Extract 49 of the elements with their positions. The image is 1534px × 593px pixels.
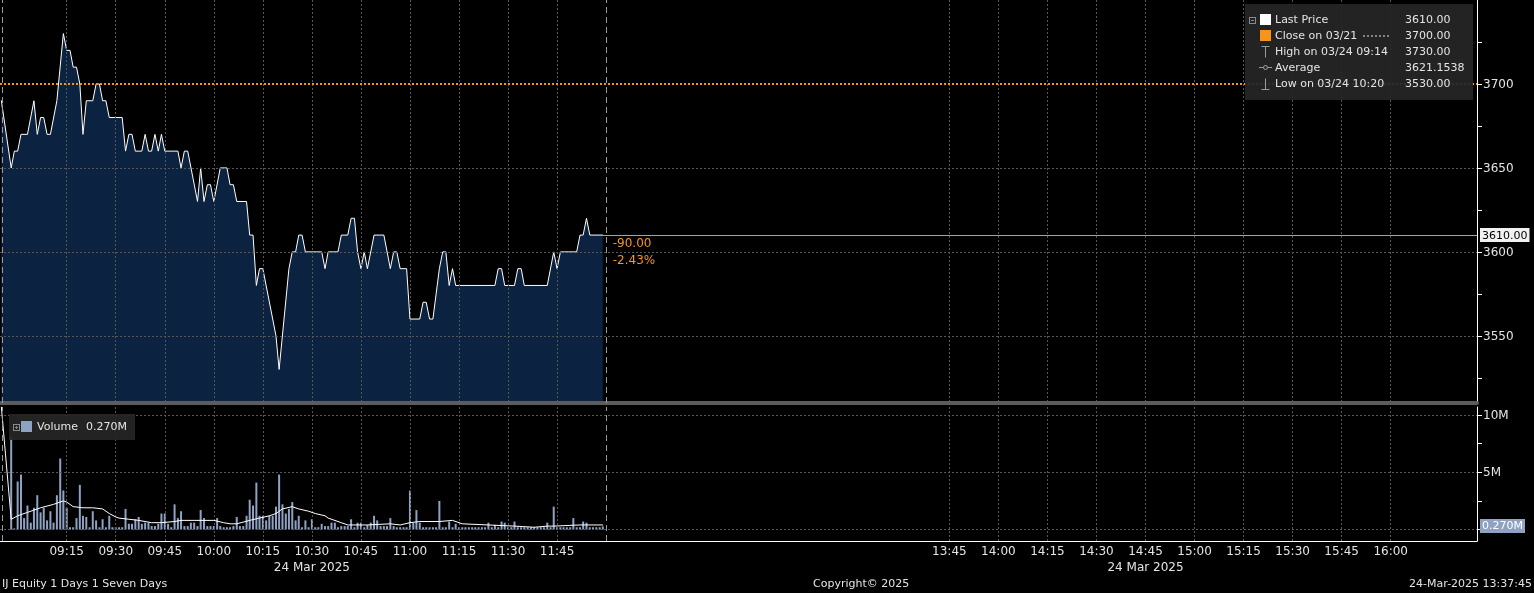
text: Copyright© 2025	[813, 577, 910, 591]
ref-line-label: 3610.00	[1482, 228, 1528, 242]
annotation: 3530.00	[1405, 77, 1451, 91]
x-tick-label: 10:00	[196, 544, 232, 558]
x-tick-label: 11:45	[539, 544, 575, 558]
annotation: High on 03/24 09:14	[1275, 45, 1388, 59]
legend-panel: Volume 0.270M	[9, 414, 135, 440]
x-tick-label: 09:30	[98, 544, 134, 558]
legend-label: Last Price	[1275, 13, 1329, 27]
y-tick-label: 3650	[1483, 160, 1514, 175]
x-tick-label: 10:45	[343, 544, 379, 558]
x-tick-label: 13:45	[932, 544, 967, 558]
text: IJ Equity 1 Days 1 Seven Days	[2, 577, 168, 591]
x-tick-label: 09:45	[147, 544, 183, 558]
annotation: Average	[1275, 61, 1321, 75]
text: 0.270M	[1482, 519, 1523, 533]
annotation: 3621.1538	[1405, 61, 1465, 75]
legend-label: Close on 03/21	[1275, 29, 1358, 43]
x-tick-label: 14:45	[1128, 544, 1163, 558]
x-tick-label: 14:15	[1030, 544, 1065, 558]
x-tick-label: 15:45	[1324, 544, 1359, 558]
annotation: 0.270M	[86, 420, 127, 434]
annotation: 3730.00	[1405, 45, 1451, 59]
annotation: -2.43%	[612, 253, 656, 268]
text: 24 Mar 2025	[273, 560, 350, 574]
x-tick-label: 11:15	[441, 544, 477, 558]
x-tick-label: 15:30	[1275, 544, 1310, 558]
x-tick-label: 15:15	[1226, 544, 1261, 558]
y-tick-label: 5M	[1483, 465, 1501, 480]
text: 24 Mar 2025	[1107, 560, 1184, 574]
y-tick-label: 3600	[1483, 244, 1514, 259]
text: 3610.00	[1405, 13, 1451, 26]
annotation: 3700.00	[1405, 29, 1451, 43]
annotation: Low on 03/24 10:20	[1275, 77, 1385, 91]
x-tick-label: 10:15	[245, 544, 281, 558]
legend-label: Volume	[37, 420, 78, 434]
x-tick-label: 09:15	[49, 544, 84, 558]
annotation: -90.00	[612, 236, 652, 251]
x-tick-label: 11:00	[392, 544, 428, 558]
x-tick-label: 10:30	[294, 544, 330, 558]
x-tick-label: 15:00	[1177, 544, 1212, 558]
x-tick-label: 11:30	[490, 544, 526, 558]
y-tick-label: 3700	[1483, 76, 1514, 91]
x-tick-label: 16:00	[1373, 544, 1408, 558]
text: 24-Mar-2025 13:37:45	[1409, 577, 1532, 591]
x-tick-label: 14:00	[981, 544, 1016, 558]
y-tick-label: 10M	[1483, 408, 1509, 423]
x-tick-label: 14:30	[1079, 544, 1114, 558]
y-tick-label: 3550	[1483, 328, 1514, 343]
